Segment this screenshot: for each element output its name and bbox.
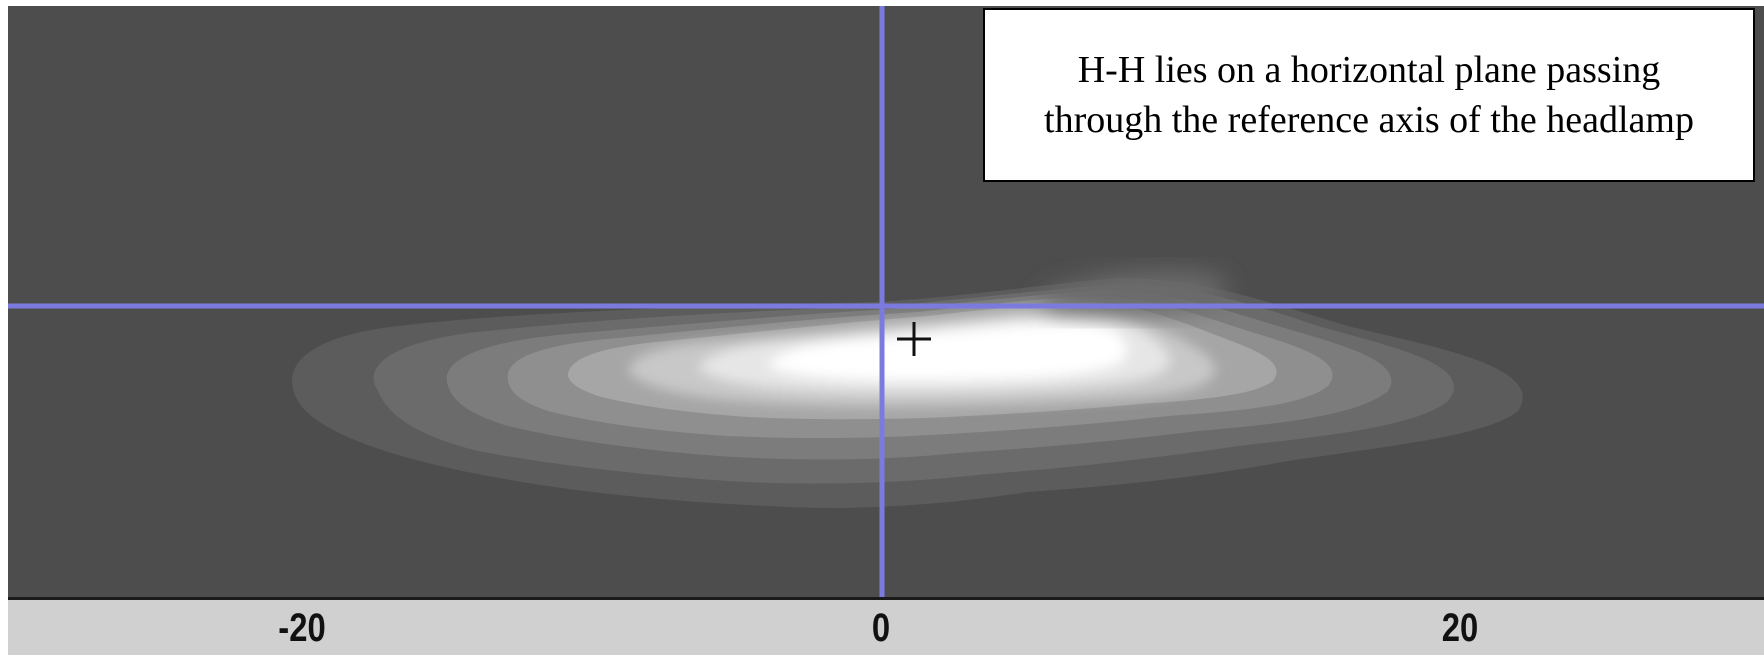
crosshair-icon — [897, 322, 931, 356]
x-axis-strip: -20 0 20 — [8, 597, 1764, 655]
x-tick-label: 20 — [1441, 606, 1479, 650]
hotspot-core — [628, 309, 1216, 407]
x-tick-label: -20 — [278, 606, 326, 650]
x-tick-label: 0 — [871, 606, 891, 650]
annotation-note-text: H-H lies on a horizontal plane passing t… — [1044, 49, 1694, 141]
beam-pattern-svg — [8, 6, 1764, 597]
annotation-note: H-H lies on a horizontal plane passing t… — [983, 8, 1755, 182]
